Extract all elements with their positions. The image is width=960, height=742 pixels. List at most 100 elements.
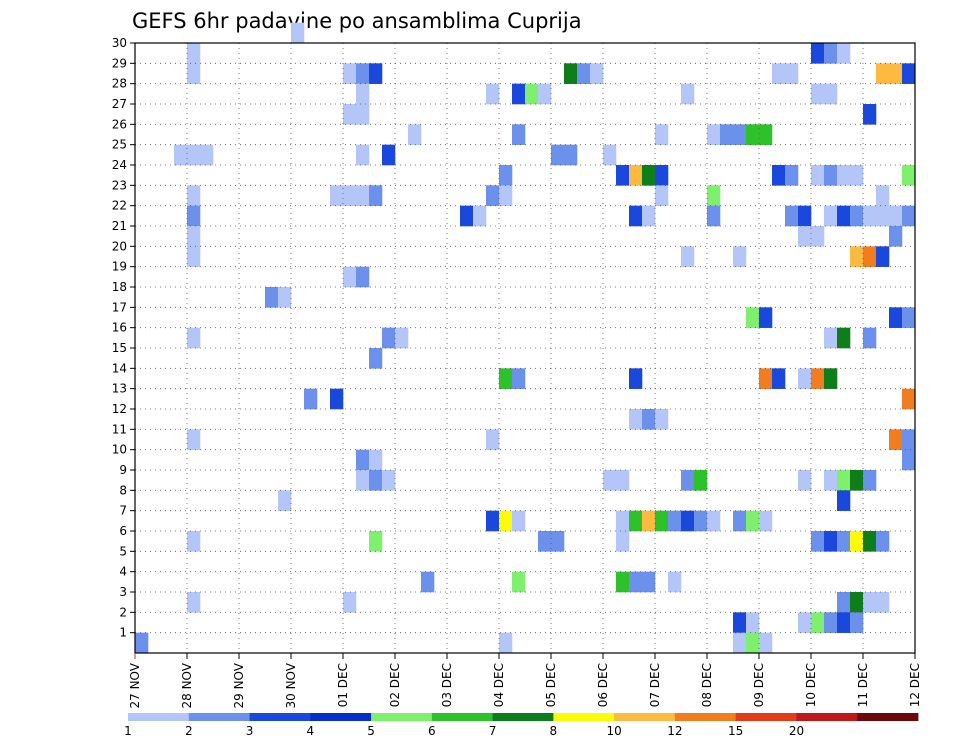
- heatmap-cell: [863, 246, 877, 267]
- colorbar-swatch: [128, 713, 190, 721]
- colorbar-label: 5: [367, 724, 375, 738]
- heatmap-cell: [850, 592, 864, 613]
- heatmap-cell: [187, 592, 201, 613]
- heatmap-cell: [655, 124, 669, 145]
- heatmap-cell: [824, 368, 838, 389]
- y-tick-label: 16: [112, 321, 127, 335]
- heatmap-cell: [512, 510, 526, 532]
- colorbar-swatch: [188, 713, 250, 721]
- y-tick-label: 19: [112, 260, 127, 274]
- heatmap-cell: [863, 470, 877, 491]
- heatmap-cell: [655, 409, 669, 430]
- colorbar-swatch: [249, 713, 311, 721]
- x-tick-label: 27 NOV: [128, 662, 142, 708]
- heatmap-cell: [590, 63, 604, 84]
- heatmap-cell: [902, 165, 916, 186]
- y-tick-label: 20: [112, 239, 127, 253]
- heatmap-cell: [408, 124, 422, 145]
- x-tick-label: 05 DEC: [544, 663, 558, 707]
- y-tick-label: 24: [112, 158, 127, 172]
- x-tick-label: 12 DEC: [908, 663, 922, 707]
- heatmap-cell: [187, 185, 201, 206]
- heatmap-cell: [382, 327, 396, 349]
- heatmap-cell: [681, 246, 695, 267]
- heatmap-cell: [499, 185, 513, 206]
- heatmap-cell: [499, 510, 513, 532]
- heatmap-cell: [811, 83, 825, 105]
- heatmap-cell: [356, 144, 370, 166]
- colorbar-swatch: [371, 713, 433, 721]
- x-tick-label: 30 NOV: [284, 662, 298, 708]
- heatmap-cell: [187, 43, 201, 64]
- heatmap-cell: [850, 531, 864, 552]
- heatmap-cell: [837, 327, 851, 349]
- heatmap-cell: [655, 510, 669, 532]
- heatmap-cell: [187, 429, 201, 450]
- heatmap-cell: [707, 185, 721, 206]
- heatmap-cell: [187, 531, 201, 552]
- colorbar-swatch: [614, 713, 676, 721]
- heatmap-cell: [902, 205, 916, 227]
- colorbar-swatch: [310, 713, 372, 721]
- heatmap-cell: [356, 266, 370, 288]
- heatmap-cell: [369, 63, 383, 84]
- y-tick-label: 22: [112, 199, 127, 213]
- y-axis: 1234567891011121314151617181920212223242…: [112, 36, 135, 640]
- heatmap-cell: [811, 165, 825, 186]
- grid-layer: [135, 43, 915, 653]
- heatmap-cell: [629, 165, 643, 186]
- heatmap-cell: [811, 531, 825, 552]
- heatmap-cell: [187, 246, 201, 267]
- heatmap-cell: [655, 165, 669, 186]
- heatmap-cell: [629, 510, 643, 532]
- colorbar-swatch: [796, 713, 858, 721]
- colorbar-label: 6: [428, 724, 436, 738]
- x-tick-label: 02 DEC: [388, 663, 402, 707]
- heatmap-cell: [473, 205, 487, 227]
- heatmap-cell: [746, 632, 760, 654]
- heatmap-cell: [187, 327, 201, 349]
- heatmap-cell: [759, 632, 773, 654]
- x-tick-label: 06 DEC: [596, 663, 610, 707]
- heatmap-cell: [785, 63, 799, 84]
- heatmap-cell: [369, 449, 383, 471]
- y-tick-label: 8: [119, 483, 127, 497]
- heatmap-cell: [746, 612, 760, 633]
- heatmap-cell: [369, 531, 383, 552]
- heatmap-cell: [863, 104, 877, 125]
- heatmap-cell: [798, 470, 812, 491]
- heatmap-cell: [356, 83, 370, 105]
- y-tick-label: 30: [112, 36, 127, 50]
- x-axis: 27 NOV 28 NOV 29 NOV 30 NOV 01 DEC 02 DEC 03 D…: [128, 653, 922, 709]
- heatmap-cell: [707, 510, 721, 532]
- heatmap-cell: [538, 531, 552, 552]
- heatmap-cell: [356, 63, 370, 84]
- chart-title: GEFS 6hr padavine po ansamblima Cuprija: [132, 9, 582, 33]
- y-tick-label: 10: [112, 443, 127, 457]
- colorbar-label: 2: [185, 724, 193, 738]
- heatmap-cell: [668, 510, 682, 532]
- heatmap-cell: [863, 205, 877, 227]
- colorbar-label: 10: [607, 724, 622, 738]
- y-tick-label: 1: [119, 626, 127, 640]
- y-tick-label: 3: [119, 585, 127, 599]
- heatmap-cell: [824, 83, 838, 105]
- heatmap-cell: [603, 470, 617, 491]
- heatmap-cell: [135, 632, 149, 654]
- heatmap-cell: [746, 510, 760, 532]
- heatmap-cell: [837, 531, 851, 552]
- heatmap-cell: [876, 246, 890, 267]
- x-tick-label: 09 DEC: [752, 663, 766, 707]
- y-tick-label: 6: [119, 524, 127, 538]
- heatmap-cell: [850, 205, 864, 227]
- heatmap-cell: [824, 43, 838, 64]
- heatmap-cell: [772, 63, 786, 84]
- heatmap-cell: [538, 83, 552, 105]
- heatmap-cell: [837, 612, 851, 633]
- y-tick-label: 13: [112, 382, 127, 396]
- heatmap-cell: [499, 368, 513, 389]
- heatmap-cell: [616, 531, 630, 552]
- heatmap-cell: [343, 185, 357, 206]
- x-tick-label: 28 NOV: [180, 662, 194, 708]
- heatmap-cell: [564, 63, 578, 84]
